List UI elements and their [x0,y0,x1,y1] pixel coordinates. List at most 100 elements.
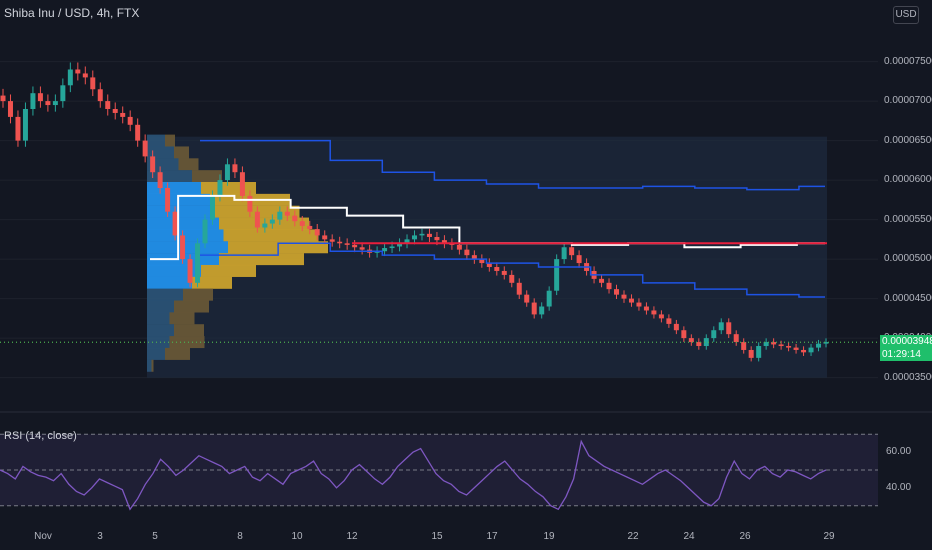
candle-body [786,346,792,348]
rsi-indicator-title[interactable]: RSI (14, close) [4,430,77,442]
candle-body [239,172,245,196]
candle-body [539,306,545,315]
current-price-tag: 0.00003948 [880,335,932,349]
upper-band-line [200,139,825,191]
time-tick-label: 3 [97,531,103,542]
candle-body [209,195,215,220]
candle-body [7,101,13,117]
volume-profile-bar-down [169,336,205,349]
candle-body [105,101,111,110]
candle-body [569,247,575,256]
candle-body [778,344,784,347]
candle-body [397,243,403,247]
candle-body [711,330,717,339]
volume-profile-bar-down [169,312,195,325]
volume-profile-bar-up [147,300,174,313]
volume-profile-bar-up [147,324,174,337]
candle-body [374,251,380,253]
volume-profile-bar-up [147,241,228,254]
candle-body [823,342,829,344]
candle-body [486,263,492,268]
candle-body [292,215,298,222]
volume-profile-bar-down [165,134,175,147]
time-tick-label: 22 [627,531,639,542]
price-tick-label: 0.00006500 [884,134,932,146]
candle-body [666,318,672,324]
candle-body [404,239,410,244]
price-tick-label: 0.00007000 [884,95,932,107]
volume-profile-bar-down [201,264,256,277]
volume-profile-bar-up [147,276,192,289]
candle-body [808,347,814,353]
time-tick-label: 5 [152,531,158,542]
candle-body [621,294,627,299]
candle-body [150,156,156,173]
candle-body [651,310,657,315]
candle-body [120,112,126,117]
candle-body [322,235,328,240]
candle-body [195,243,201,283]
time-tick-label: 12 [346,531,358,542]
candle-body [441,240,447,244]
candle-body [202,219,208,244]
candle-body [763,342,769,347]
candle-body [509,274,515,283]
chart-title: Shiba Inu / USD, 4h, FTX [4,6,140,20]
price-tick-label: 0.00006000 [884,174,932,186]
candle-body [561,247,567,260]
volume-profile-bar-down [223,229,319,242]
candle-body [524,294,530,303]
time-tick-label: 24 [683,531,695,542]
candle-body [741,342,747,350]
candle-body [30,93,36,110]
candle-body [22,109,28,141]
candle-body [45,101,51,106]
candle-body [793,347,799,350]
candle-body [157,172,163,189]
candle-body [15,116,21,141]
candle-body [614,289,620,295]
rsi-tick-label: 40.00 [886,481,912,493]
volume-profile-bar-down [219,253,304,266]
volume-profile-bar-down [174,324,204,337]
candle-body [254,211,260,228]
candle-body [426,233,432,237]
volume-profile-bar-up [147,229,224,242]
time-tick-label: 19 [543,531,555,542]
candle-body [277,211,283,220]
candle-body [434,236,440,241]
candle-body [165,188,171,212]
volume-profile-bar-up [147,134,165,147]
rsi-tick-label: 60.00 [886,446,912,458]
candle-body [733,334,739,343]
currency-badge[interactable]: USD [893,6,919,24]
rsi-line [0,439,827,511]
candle-body [419,233,425,236]
volume-profile-bar-down [183,288,213,301]
candle-body [479,259,485,264]
candle-body [628,298,634,303]
candle-body [37,93,43,102]
price-tick-label: 0.00007500 [884,55,932,67]
time-tick-label: 15 [431,531,443,542]
candle-body [531,302,537,315]
candle-body [314,229,320,236]
candle-body [816,343,822,348]
candle-body [217,180,223,196]
volume-profile-bar-up [147,359,152,372]
candle-body [299,221,305,226]
candle-body [456,244,462,250]
candle-body [494,267,500,271]
candle-body [718,322,724,331]
volume-profile-bar-up [147,182,201,195]
candle-body [688,338,694,343]
candle-countdown: 01:29:14 [880,348,932,362]
candle-body [546,290,552,307]
candle-body [172,211,178,236]
candle-body [269,219,275,224]
candle-body [471,255,477,260]
time-tick-label: 8 [237,531,243,542]
time-tick-label: Nov [34,531,52,542]
candle-body [52,101,58,106]
